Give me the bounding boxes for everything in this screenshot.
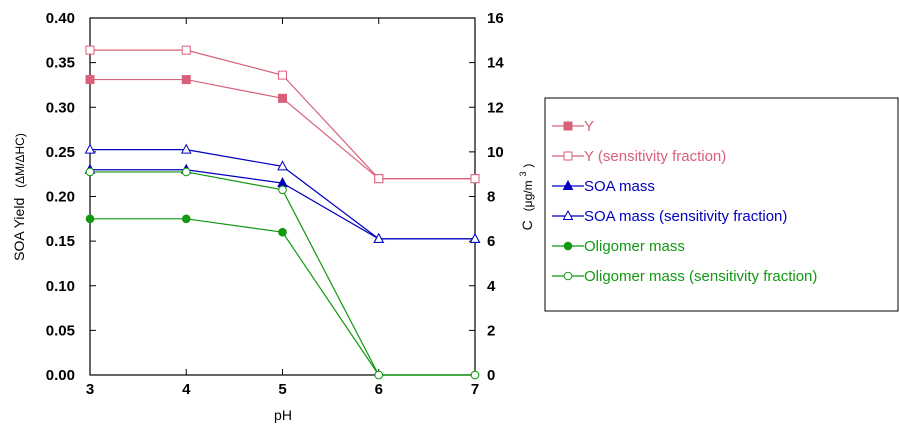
data-point: [278, 70, 287, 80]
legend-item: SOA mass: [552, 178, 655, 195]
data-point: [470, 370, 480, 380]
y-left-tick-label: 0.15: [46, 233, 75, 250]
y-right-tick-label: 4: [487, 278, 496, 295]
legend-label: Y: [584, 118, 594, 135]
data-point: [469, 232, 481, 243]
data-point: [277, 160, 288, 171]
y-left-tick-label: 0.10: [46, 278, 75, 295]
y-right-tick-label: 6: [487, 233, 495, 250]
data-point: [278, 93, 287, 103]
x-tick-label: 4: [182, 381, 191, 398]
legend-marker: [563, 271, 573, 281]
x-tick-label: 6: [375, 381, 383, 398]
legend-marker: [562, 209, 574, 220]
data-point: [85, 45, 95, 55]
right-axis-title-unit-close: ): [521, 164, 535, 168]
data-point: [180, 143, 192, 154]
legend-items: Y Y (sensitivity fraction) SOA mass SOA mas…: [552, 118, 817, 285]
legend-label: Y (sensitivity fraction): [584, 148, 726, 165]
y-left-tick-label: 0.35: [46, 55, 75, 72]
series-1: [85, 45, 480, 184]
data-point: [181, 214, 191, 224]
series-line: [90, 49, 475, 180]
data-point: [85, 214, 95, 224]
y-right-tick-label: 14: [487, 55, 504, 72]
y-right-tick-label: 10: [487, 144, 504, 161]
data-point: [373, 232, 385, 243]
legend-label: Oligomer mass: [584, 238, 685, 255]
y-right-tick-label: 16: [487, 10, 504, 27]
series-line: [90, 218, 475, 376]
series-4: [85, 214, 480, 380]
series-3: [84, 143, 481, 243]
legend-item: Y: [552, 118, 594, 135]
series-5: [85, 167, 480, 380]
y-right-tick-label: 8: [487, 189, 495, 206]
legend-marker: [563, 241, 573, 251]
legend-label: Oligomer mass (sensitivity fraction): [584, 268, 817, 285]
x-tick-label: 3: [86, 381, 94, 398]
legend: Y Y (sensitivity fraction) SOA mass SOA mas…: [544, 97, 899, 312]
right-axis-title: C (μg/m 3 ): [513, 164, 535, 231]
data-point: [181, 167, 191, 177]
x-axis-title: pH: [274, 407, 292, 423]
legend-marker: [563, 121, 573, 131]
y-right-tick-label: 0: [487, 367, 495, 384]
legend-item: SOA mass (sensitivity fraction): [552, 208, 787, 225]
left-axis-title-main: SOA Yield: [11, 198, 27, 261]
legend-marker: [563, 151, 573, 161]
data-point: [181, 45, 191, 55]
data-point: [278, 185, 287, 195]
data-point: [278, 227, 287, 237]
y-left-tick-label: 0.40: [46, 10, 75, 27]
data-point: [374, 174, 384, 184]
y-left-tick-label: 0.05: [46, 322, 75, 339]
legend-marker: [562, 179, 574, 190]
y-right-tick-label: 2: [487, 322, 495, 339]
legend-item: Oligomer mass (sensitivity fraction): [552, 268, 817, 285]
legend-box: [544, 97, 899, 312]
right-axis-title-main: C: [519, 220, 535, 230]
right-axis-title-unit: (μg/m: [521, 180, 535, 211]
x-tick-label: 5: [278, 381, 286, 398]
data-point: [84, 143, 96, 154]
right-axis-title-unit-sup: 3: [518, 172, 528, 177]
y-left-tick-label: 0.20: [46, 189, 75, 206]
legend-item: Oligomer mass: [552, 238, 685, 255]
y-left-tick-label: 0.30: [46, 99, 75, 116]
legend-item: Y (sensitivity fraction): [552, 148, 726, 165]
legend-label: SOA mass: [584, 178, 655, 195]
y-left-tick-label: 0.00: [46, 367, 75, 384]
axis-ticks: 3 4 5 6 7 0.00 0.05 0.10 0.15 0.20 0.25 0.30 0.35 0.4…: [46, 10, 505, 398]
y-right-tick-label: 12: [487, 99, 504, 116]
y-left-tick-label: 0.25: [46, 144, 75, 161]
data-point: [181, 75, 191, 85]
data-point: [374, 370, 384, 380]
series-line: [90, 171, 475, 376]
series-layer: [84, 45, 481, 380]
x-tick-label: 7: [471, 381, 479, 398]
legend-label: SOA mass (sensitivity fraction): [584, 208, 787, 225]
left-axis-title: SOA Yield (ΔM/ΔHC): [11, 133, 27, 261]
data-point: [470, 174, 480, 184]
left-axis-title-unit: (ΔM/ΔHC): [13, 133, 27, 188]
data-point: [85, 167, 95, 177]
data-point: [85, 75, 95, 85]
